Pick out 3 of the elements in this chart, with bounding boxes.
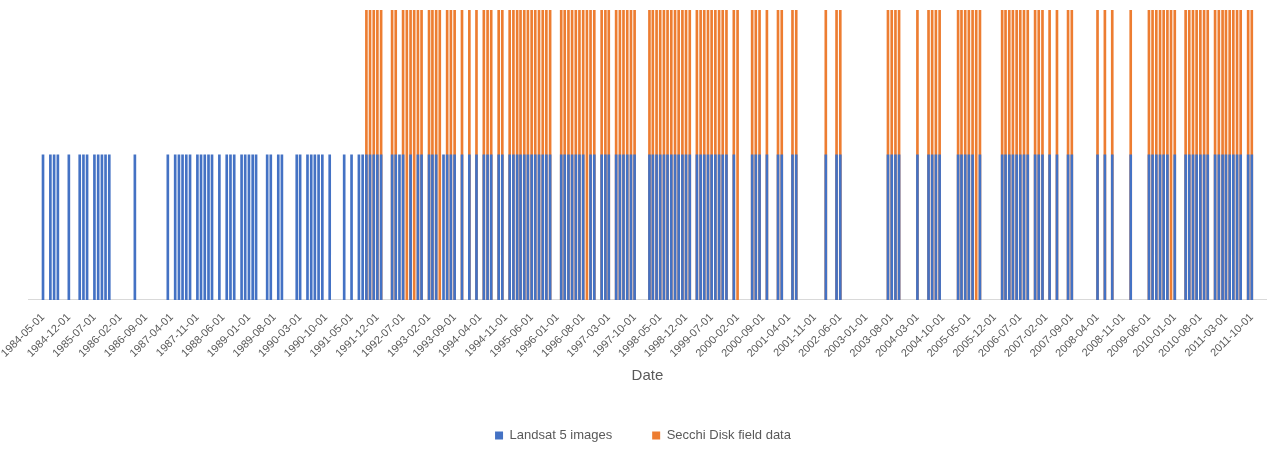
legend-label: Secchi Disk field data (666, 427, 792, 443)
legend-label: Landsat 5 images (509, 427, 613, 443)
x-axis-title: Date (631, 366, 664, 384)
